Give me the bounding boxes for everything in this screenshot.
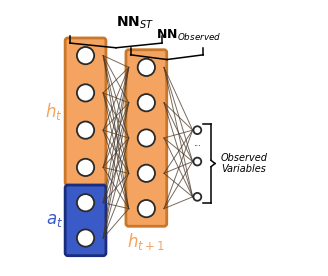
- Circle shape: [77, 121, 94, 139]
- Text: $h_{t+1}$: $h_{t+1}$: [128, 231, 165, 252]
- Text: ...: ...: [194, 139, 201, 148]
- Circle shape: [194, 126, 201, 134]
- Circle shape: [138, 165, 155, 182]
- FancyBboxPatch shape: [65, 185, 106, 256]
- Text: Observed
Variables: Observed Variables: [221, 153, 268, 174]
- Circle shape: [138, 129, 155, 147]
- Circle shape: [77, 229, 94, 247]
- Circle shape: [138, 59, 155, 76]
- Text: $h_t$: $h_t$: [45, 101, 63, 122]
- FancyBboxPatch shape: [126, 50, 167, 226]
- Circle shape: [77, 47, 94, 64]
- Circle shape: [138, 200, 155, 217]
- Circle shape: [77, 194, 94, 211]
- Circle shape: [77, 159, 94, 176]
- Circle shape: [77, 84, 94, 102]
- Circle shape: [194, 158, 201, 165]
- FancyBboxPatch shape: [65, 38, 106, 185]
- Text: $\mathbf{NN}_{ST}$: $\mathbf{NN}_{ST}$: [116, 15, 154, 31]
- Text: $\mathbf{NN}_{Observed}$: $\mathbf{NN}_{Observed}$: [156, 28, 221, 43]
- Circle shape: [194, 193, 201, 201]
- Text: $a_t$: $a_t$: [46, 211, 63, 229]
- Circle shape: [138, 94, 155, 111]
